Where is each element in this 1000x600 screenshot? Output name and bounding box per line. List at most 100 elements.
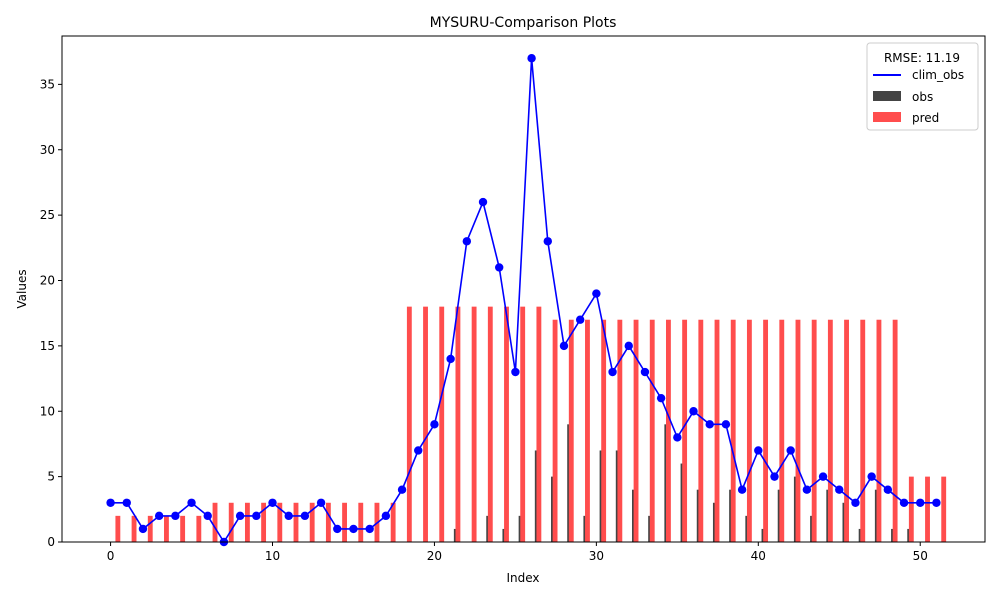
- y-axis: 0 5 10 15 20 25 30 35: [40, 77, 62, 549]
- clim-obs-point: [899, 498, 909, 507]
- pred-bar: [682, 319, 688, 542]
- clim-obs-point: [543, 237, 552, 246]
- legend: RMSE: 11.19 clim_obs obs pred: [866, 42, 979, 131]
- pred-bar: [212, 502, 218, 542]
- clim-obs-point: [786, 446, 795, 455]
- pred-bar: [309, 502, 315, 542]
- clim-obs-point: [203, 511, 212, 521]
- pred-bar: [763, 319, 769, 542]
- pred-bar: [261, 502, 267, 542]
- clim-obs-point: [122, 498, 131, 507]
- pred-bar: [617, 319, 623, 542]
- clim-obs-point: [835, 485, 844, 494]
- x-tick-label: 20: [427, 549, 442, 563]
- clim-obs-point: [559, 341, 569, 351]
- pred-bar: [390, 502, 396, 542]
- clim-obs-point: [138, 524, 148, 534]
- pred-bar: [277, 502, 283, 542]
- clim-obs-point: [284, 511, 293, 521]
- plot-area-frame: [61, 35, 986, 543]
- y-tick-label: 15: [40, 339, 55, 353]
- clim-obs-point: [268, 498, 277, 507]
- pred-bar: [779, 319, 785, 542]
- pred-bar: [665, 319, 671, 542]
- pred-bar: [908, 476, 914, 542]
- clim-obs-point: [640, 367, 650, 377]
- clim-obs-point: [187, 498, 196, 507]
- pred-bar: [342, 502, 347, 542]
- clim-obs-point: [818, 472, 828, 481]
- clim-obs-point: [754, 446, 763, 455]
- y-tick-label: 30: [40, 143, 55, 157]
- y-tick-label: 20: [40, 274, 55, 288]
- pred-bar: [164, 515, 169, 542]
- legend-label-obs: obs: [912, 90, 933, 104]
- clim-obs-point: [154, 511, 164, 521]
- pred-bar: [876, 319, 882, 542]
- pred-bar: [860, 319, 866, 542]
- clim-obs-point: [608, 367, 617, 377]
- pred-bar: [293, 502, 299, 542]
- legend-title: RMSE: 11.19: [884, 51, 960, 65]
- pred-bar: [746, 319, 752, 542]
- legend-box: [866, 42, 979, 131]
- clim-obs-point: [770, 472, 779, 481]
- clim-obs-point: [802, 485, 812, 494]
- pred-bar: [358, 502, 364, 542]
- clim-obs-point: [316, 498, 326, 507]
- clim-obs-point: [381, 511, 391, 521]
- clim-obs-point: [673, 433, 682, 442]
- clim-obs-point: [721, 420, 731, 429]
- clim-obs-point: [106, 498, 115, 507]
- clim-obs-point: [349, 524, 358, 534]
- clim-obs-point: [851, 498, 860, 507]
- clim-obs-point: [705, 420, 714, 429]
- pred-bar: [827, 319, 833, 542]
- clim-obs-point: [300, 511, 310, 521]
- pred-bar: [423, 306, 428, 542]
- clim-obs-point: [171, 511, 180, 521]
- y-axis-label: Values: [15, 269, 29, 308]
- legend-label-clim-obs: clim_obs: [912, 68, 964, 82]
- pred-bar: [585, 319, 590, 542]
- pred-bar: [228, 502, 234, 542]
- pred-bar: [714, 319, 720, 542]
- pred-bar: [520, 306, 526, 542]
- x-axis: 0 10 20 30 40 50: [107, 542, 928, 563]
- legend-label-pred: pred: [912, 111, 939, 125]
- pred-bar: [455, 306, 461, 542]
- line-group: [106, 54, 941, 547]
- pred-bar: [601, 319, 607, 542]
- pred-bar: [536, 306, 542, 542]
- pred-bar: [131, 515, 137, 542]
- clim-obs-point: [883, 485, 893, 494]
- pred-bar: [115, 515, 121, 542]
- clim-obs-point: [495, 263, 504, 272]
- clim-obs-point: [737, 485, 747, 494]
- clim-obs-point: [333, 524, 342, 534]
- clim-obs-point: [397, 485, 407, 494]
- x-tick-label: 30: [589, 549, 604, 563]
- pred-bar: [406, 306, 412, 542]
- clim-obs-point: [478, 197, 488, 207]
- clim-obs-point: [235, 511, 245, 521]
- pred-bar: [730, 319, 736, 542]
- x-tick-label: 0: [107, 549, 115, 563]
- pred-bar: [633, 319, 639, 542]
- legend-obs-swatch: [873, 91, 901, 101]
- y-tick-label: 0: [47, 535, 55, 549]
- pred-bar: [795, 319, 801, 542]
- x-tick-label: 10: [265, 549, 280, 563]
- pred-bar: [892, 319, 898, 542]
- clim-obs-point: [932, 498, 941, 507]
- clim-obs-point: [365, 524, 374, 534]
- clim-obs-point: [414, 446, 423, 455]
- pred-bar: [844, 319, 849, 542]
- pred-bar: [941, 476, 947, 542]
- pred-bar: [925, 476, 930, 542]
- x-axis-label: Index: [506, 571, 539, 585]
- clim-obs-point: [511, 367, 520, 377]
- pred-bar: [471, 306, 477, 542]
- pred-bar: [196, 515, 202, 542]
